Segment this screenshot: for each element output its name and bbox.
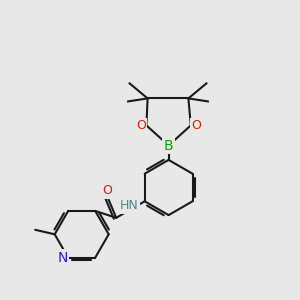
Text: N: N (58, 251, 68, 265)
Text: B: B (164, 139, 173, 152)
Text: O: O (102, 184, 112, 197)
Text: HN: HN (120, 200, 138, 212)
Text: O: O (136, 119, 146, 132)
Text: O: O (191, 119, 201, 132)
